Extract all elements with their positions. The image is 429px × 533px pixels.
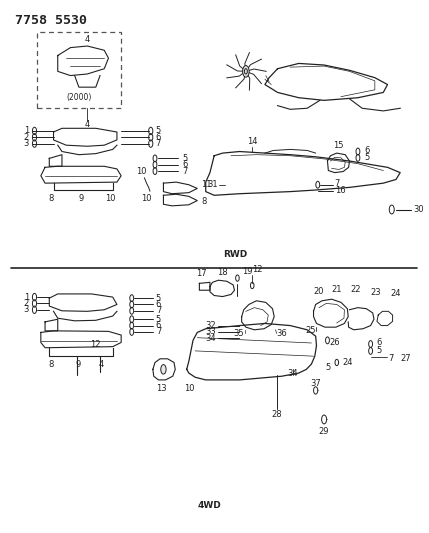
Text: 34: 34 [205, 334, 216, 343]
Text: 16: 16 [335, 186, 345, 195]
Ellipse shape [326, 337, 329, 344]
Text: 7: 7 [182, 166, 188, 175]
Text: RWD: RWD [223, 249, 247, 259]
Text: 25: 25 [305, 326, 316, 335]
Text: 7: 7 [156, 327, 161, 336]
Ellipse shape [314, 387, 318, 394]
Text: 34: 34 [287, 368, 298, 377]
Text: 6: 6 [377, 338, 382, 348]
Text: 31: 31 [208, 180, 218, 189]
Text: 4: 4 [85, 36, 90, 44]
Text: 2: 2 [24, 299, 29, 308]
Text: 5: 5 [182, 154, 188, 163]
Text: 10: 10 [136, 167, 147, 176]
Text: 10: 10 [184, 384, 194, 393]
Text: (2000): (2000) [66, 93, 91, 102]
Text: 18: 18 [218, 268, 228, 277]
Text: 6: 6 [364, 146, 370, 155]
Text: 7758 5530: 7758 5530 [15, 14, 88, 27]
Text: 36: 36 [277, 329, 287, 338]
Text: 30: 30 [413, 205, 423, 214]
Text: 9: 9 [79, 193, 84, 203]
Text: 5: 5 [155, 126, 160, 135]
Text: 13: 13 [156, 384, 166, 393]
Text: 7: 7 [156, 306, 161, 316]
Text: 1: 1 [24, 293, 29, 302]
Text: 14: 14 [247, 137, 257, 146]
Text: 6: 6 [156, 300, 161, 309]
Text: 5: 5 [156, 294, 161, 303]
Text: 3: 3 [24, 139, 29, 148]
Ellipse shape [161, 365, 166, 374]
Text: 33: 33 [205, 327, 216, 336]
Text: 6: 6 [155, 133, 160, 142]
Text: 37: 37 [310, 379, 321, 388]
Text: 24: 24 [342, 358, 353, 367]
Text: 7: 7 [155, 139, 160, 148]
Text: 8: 8 [202, 197, 207, 206]
Text: 9: 9 [76, 360, 81, 369]
Text: 7: 7 [388, 354, 394, 363]
Text: 23: 23 [371, 288, 381, 297]
Text: 12: 12 [252, 265, 263, 274]
Text: 24: 24 [391, 289, 401, 298]
Text: 17: 17 [196, 269, 207, 278]
Text: 12: 12 [91, 340, 101, 349]
Text: 11: 11 [202, 180, 212, 189]
Text: 22: 22 [350, 285, 361, 294]
Text: 10: 10 [141, 193, 152, 203]
Text: 3: 3 [24, 305, 29, 314]
Text: 4: 4 [85, 120, 90, 129]
Text: 28: 28 [272, 410, 282, 419]
Text: 1: 1 [24, 126, 29, 135]
Text: 20: 20 [314, 287, 324, 295]
Text: 6: 6 [182, 160, 188, 169]
Text: 2: 2 [24, 133, 29, 142]
Text: 4WD: 4WD [197, 501, 221, 510]
Ellipse shape [322, 415, 326, 424]
Text: 27: 27 [400, 354, 411, 363]
Text: 29: 29 [319, 427, 329, 436]
Text: 8: 8 [49, 193, 54, 203]
Text: 8: 8 [49, 360, 54, 369]
Ellipse shape [243, 66, 249, 77]
Ellipse shape [335, 359, 338, 366]
Text: 21: 21 [332, 285, 342, 294]
Ellipse shape [389, 205, 394, 214]
Text: 19: 19 [242, 267, 252, 276]
Text: 5: 5 [326, 364, 331, 372]
Text: 5: 5 [377, 346, 382, 355]
Text: 26: 26 [329, 338, 340, 348]
Text: 6: 6 [156, 321, 161, 330]
Text: 15: 15 [333, 141, 343, 150]
Text: 4: 4 [98, 360, 103, 369]
Text: 10: 10 [106, 193, 116, 203]
Text: 7: 7 [335, 179, 340, 188]
Text: 5: 5 [364, 153, 369, 162]
Text: 35: 35 [233, 329, 244, 338]
Text: 32: 32 [205, 321, 216, 330]
Text: 5: 5 [156, 315, 161, 324]
